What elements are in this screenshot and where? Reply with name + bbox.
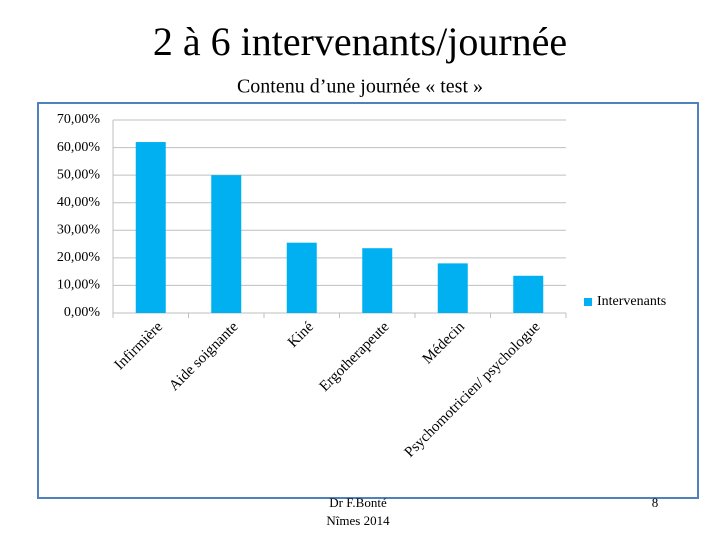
slide-subtitle: Contenu d’une journée « test » — [237, 76, 483, 98]
x-tick-label: Infirmière — [112, 319, 167, 374]
y-tick-label: 40,00% — [57, 195, 101, 210]
bar — [513, 275, 544, 313]
x-tick-label: Médecin — [420, 319, 469, 368]
y-tick-label: 70,00% — [57, 112, 101, 127]
x-tick-label: Ergotherapeute — [317, 319, 393, 395]
y-tick-label: 60,00% — [57, 140, 101, 155]
bar — [437, 263, 468, 313]
legend-swatch — [584, 298, 592, 306]
bar — [286, 242, 317, 313]
page-number: 8 — [652, 495, 659, 510]
y-tick-label: 30,00% — [57, 223, 101, 238]
y-tick-label: 50,00% — [57, 167, 101, 182]
bar — [135, 142, 166, 313]
y-tick-label: 10,00% — [57, 278, 101, 293]
footer-place: Nîmes 2014 — [326, 513, 390, 528]
y-tick-label: 20,00% — [57, 250, 101, 265]
bar — [362, 248, 393, 313]
x-tick-label: Psychomotricien/ psychologue — [402, 319, 544, 461]
x-tick-label: Kiné — [285, 319, 317, 351]
y-tick-label: 0,00% — [64, 305, 101, 320]
slide-title: 2 à 6 intervenants/journée — [153, 19, 567, 64]
chart-frame — [37, 102, 699, 499]
x-tick-label: Aide soignante — [166, 319, 241, 394]
bar — [211, 175, 242, 313]
footer-author: Dr F.Bonté — [329, 495, 387, 510]
legend-label: Intervenants — [597, 294, 666, 309]
